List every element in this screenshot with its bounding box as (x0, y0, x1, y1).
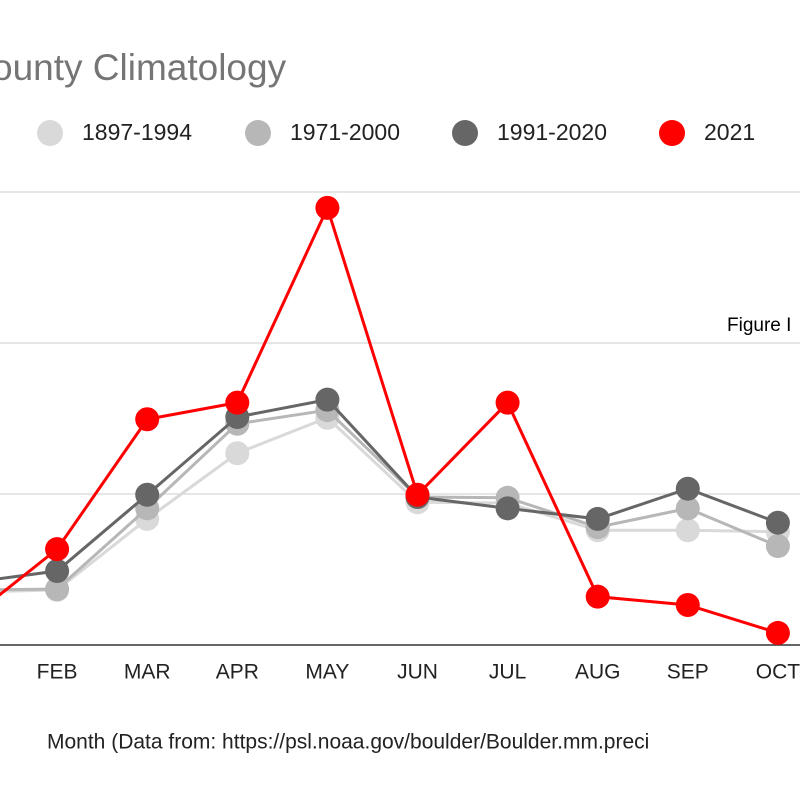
x-tick-label: AUG (575, 661, 621, 684)
annotation: Figure I (727, 315, 791, 336)
data-point (675, 476, 700, 501)
data-point (405, 482, 430, 507)
data-point (495, 390, 520, 415)
series-line (0, 416, 778, 593)
x-tick-label: OCT (756, 661, 800, 684)
chart-title: ounty Climatology (0, 47, 287, 88)
legend-label: 1991-2020 (497, 119, 607, 145)
data-point (495, 496, 520, 521)
legend-marker (452, 120, 478, 146)
data-point (225, 441, 250, 466)
data-point (765, 534, 790, 559)
data-point (675, 518, 700, 543)
data-point (765, 510, 790, 535)
data-point (45, 537, 70, 562)
data-point (585, 584, 610, 609)
series-line (0, 397, 779, 581)
data-point (675, 496, 700, 521)
legend-marker (659, 120, 685, 146)
legend-label: 2021 (704, 119, 755, 145)
data-point (45, 559, 70, 584)
data-point (135, 482, 160, 507)
x-tick-label: APR (216, 661, 259, 684)
x-axis-label: Month (Data from: https://psl.noaa.gov/b… (47, 731, 649, 754)
data-point (225, 390, 250, 415)
legend-label: 1897-1994 (82, 119, 192, 145)
x-tick-label: JUN (397, 661, 438, 684)
series-line (0, 203, 779, 635)
x-tick-label: FEB (37, 661, 78, 684)
x-tick-label: SEP (667, 661, 709, 684)
legend-marker (37, 120, 63, 146)
legend-marker (245, 120, 271, 146)
data-point (675, 592, 700, 617)
data-point (45, 577, 70, 602)
legend-label: 1971-2000 (290, 119, 400, 145)
data-point (315, 195, 340, 220)
x-tick-label: MAY (305, 661, 349, 684)
x-tick-label: MAR (124, 661, 171, 684)
data-point (315, 387, 340, 412)
data-point (135, 407, 160, 432)
x-tick-label: JUL (489, 661, 526, 684)
data-point (585, 506, 610, 531)
data-point (765, 620, 790, 645)
series-line (0, 408, 779, 592)
